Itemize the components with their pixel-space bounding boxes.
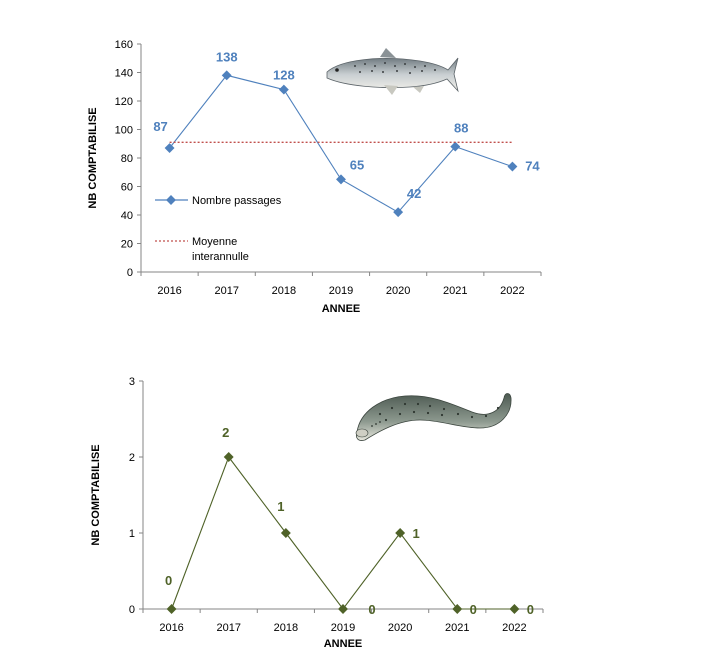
chart-2-y-tick-label: 2 [129,452,135,464]
chart-1-data-label: 42 [407,186,421,201]
chart-1-data-label: 138 [216,49,238,64]
chart-1-series-line [169,74,513,213]
chart-1-y-tick-label: 100 [115,125,133,137]
chart-2-y-tick-label: 3 [129,376,135,388]
chart-2-data-point [395,528,406,538]
chart-2-data-point [452,604,463,614]
chart-1-data-point [221,70,232,81]
salmon-icon [326,48,459,95]
chart-1-y-tick-label: 60 [121,182,133,194]
chart-2-x-tick-label: 2019 [331,622,355,634]
chart-1-x-tick-label: 2018 [272,285,296,297]
chart-2-data-point [338,604,348,614]
chart-1-labels: 87 138 128 65 42 88 74 [153,49,540,201]
chart-1-y-tick-label: 140 [115,68,133,80]
chart-1-axes: 0 20 40 60 80 100 120 140 160 2016 2017 2018 2019 202… [115,39,542,297]
chart-1-data-point [450,141,461,152]
chart-1-y-axis-title: NB COMPTABILISE [87,107,99,208]
chart-2-data-label: 0 [165,573,172,588]
chart-1-data-point [164,143,175,153]
chart-1-legend: Nombre passages Moyenne interannulle [155,195,282,263]
chart-2-x-tick-label: 2018 [274,622,298,634]
chart-2-data-label: 1 [413,526,420,541]
chart-2-data-label: 1 [277,499,284,514]
chart-1-y-tick-label: 120 [115,96,133,108]
chart-2-x-tick-label: 2016 [159,622,183,634]
chart-1-data-point [278,84,289,95]
chart-1-x-axis-title: ANNEE [322,303,361,315]
chart-2-x-tick-label: 2022 [502,622,526,634]
legend-label-moyenne-1: Moyenne [192,236,237,248]
chart-1: 0 20 40 60 80 100 120 140 160 2016 2017 2018 2019 202… [87,39,542,315]
chart-2-series-line [171,455,515,610]
chart-2-x-tick-label: 2017 [216,622,240,634]
chart-1-x-tick-label: 2019 [329,285,353,297]
chart-1-y-tick-label: 160 [115,39,133,51]
chart-1-data-point [507,161,518,172]
chart-2-y-tick-label: 1 [129,528,135,540]
chart-2-data-point [166,604,177,614]
chart-1-y-tick-label: 0 [127,267,133,279]
chart-2-y-tick-label: 0 [129,604,135,616]
legend-marker-passages [166,195,176,205]
chart-2-data-point [280,528,291,538]
chart-1-data-label: 74 [525,159,540,174]
chart-1-x-tick-label: 2021 [443,285,467,297]
legend-label-moyenne-2: interannulle [192,251,249,263]
chart-1-data-label: 87 [153,119,167,134]
chart-2-data-point [223,452,234,462]
legend-label-passages: Nombre passages [192,195,282,207]
chart-2-series [166,452,520,614]
chart-1-x-tick-label: 2022 [500,285,524,297]
chart-1-data-point [393,207,404,218]
chart-2-y-axis-title: NB COMPTABILISE [90,444,102,545]
chart-1-y-tick-label: 20 [121,239,133,251]
chart-2-labels: 0 2 1 0 1 0 0 [165,425,534,617]
chart-1-x-tick-label: 2016 [157,285,181,297]
chart-2-data-point [509,604,520,614]
chart-2-data-label: 0 [368,602,375,617]
chart-1-data-label: 88 [454,121,468,136]
chart-2-x-tick-label: 2020 [388,622,412,634]
lamprey-icon [355,393,512,441]
chart-2-data-label: 0 [527,602,534,617]
chart-1-x-tick-label: 2017 [214,285,238,297]
chart-1-data-label: 65 [350,157,364,172]
chart-2-data-label: 2 [222,425,229,440]
chart-1-y-tick-label: 40 [121,210,133,222]
chart-1-data-label: 128 [273,68,295,83]
chart-2-x-axis-title: ANNEE [324,638,363,650]
chart-2-data-label: 0 [470,602,477,617]
chart-2-x-tick-label: 2021 [445,622,469,634]
chart-1-y-tick-label: 80 [121,153,133,165]
chart-1-x-tick-label: 2020 [386,285,410,297]
chart-1-data-point [336,174,346,185]
